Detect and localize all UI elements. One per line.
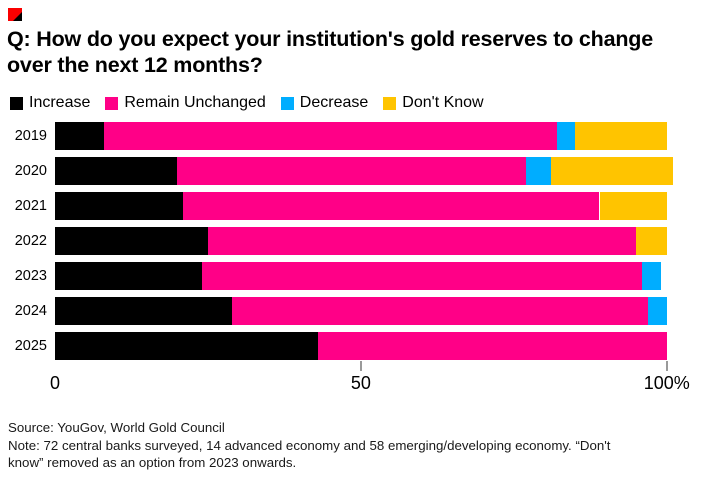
bar-segment-2020-decrease <box>526 157 551 185</box>
bar-segment-2020-remain-unchanged <box>177 157 527 185</box>
bar-segment-2019-decrease <box>556 122 576 150</box>
legend-swatch-icon <box>10 96 23 110</box>
legend-item-don-t-know: Don't Know <box>383 94 484 112</box>
legend: Increase Remain Unchanged Decrease Don't Kn… <box>10 94 499 112</box>
axis-tick-100 <box>665 361 668 371</box>
bar-segment-2025-remain-unchanged <box>318 332 667 360</box>
axis-label-50: 50 <box>350 373 371 393</box>
bar-segment-2022-remain-unchanged <box>207 227 637 255</box>
bar-segment-2025-increase <box>55 332 319 360</box>
bar-segment-2019-don-t-know <box>575 122 667 150</box>
legend-swatch-icon <box>105 96 119 110</box>
chart-title: Q: How do you expect your institution's … <box>7 26 707 78</box>
bar-segment-2021-remain-unchanged <box>183 192 600 220</box>
footer: Source: YouGov, World Gold Council Note:… <box>8 419 708 472</box>
bar-segment-2023-remain-unchanged <box>201 262 643 290</box>
legend-item-remain-unchanged: Remain Unchanged <box>105 94 266 112</box>
category-label-2023: 2023 <box>14 268 47 284</box>
bar-segment-2020-don-t-know <box>550 157 673 185</box>
chart-title-line1: Q: How do you expect your institution's … <box>7 27 653 51</box>
bar-segment-2024-remain-unchanged <box>232 297 649 325</box>
legend-item-decrease: Decrease <box>280 94 369 112</box>
bar-segment-2021-increase <box>55 192 184 220</box>
bar-segment-2022-increase <box>55 227 208 255</box>
legend-swatch-icon <box>383 96 397 110</box>
category-label-2024: 2024 <box>14 303 47 319</box>
bar-segment-2020-increase <box>55 157 178 185</box>
legend-label: Remain Unchanged <box>124 94 266 111</box>
chart-title-line2: over the next 12 months? <box>7 53 263 77</box>
bar-segment-2023-decrease <box>642 262 661 290</box>
legend-swatch-icon <box>280 96 294 110</box>
legend-item-increase: Increase <box>10 94 90 112</box>
bar-segment-2019-remain-unchanged <box>103 122 557 150</box>
axis-label-100: 100% <box>643 373 690 393</box>
bar-segment-2021-don-t-know <box>599 192 667 220</box>
axis-tick-50 <box>359 361 362 371</box>
bar-segment-2024-increase <box>55 297 233 325</box>
category-label-2019: 2019 <box>14 128 47 144</box>
brand-mark-icon <box>8 8 22 21</box>
bar-segment-2023-increase <box>55 262 202 290</box>
category-label-2025: 2025 <box>14 338 47 354</box>
category-label-2021: 2021 <box>14 198 47 214</box>
bar-segment-2024-decrease <box>648 297 667 325</box>
legend-label: Increase <box>29 94 91 111</box>
legend-label: Decrease <box>299 94 369 111</box>
category-label-2022: 2022 <box>14 233 47 249</box>
legend-label: Don't Know <box>402 94 484 111</box>
bar-segment-2019-increase <box>55 122 104 150</box>
axis-label-0: 0 <box>49 373 61 393</box>
note-line1: Note: 72 central banks surveyed, 14 adva… <box>8 437 611 453</box>
bar-segment-2022-don-t-know <box>636 227 667 255</box>
category-label-2020: 2020 <box>14 163 47 179</box>
source-line: Source: YouGov, World Gold Council <box>8 420 225 435</box>
note-line2: know” removed as an option from 2023 onw… <box>8 455 297 471</box>
